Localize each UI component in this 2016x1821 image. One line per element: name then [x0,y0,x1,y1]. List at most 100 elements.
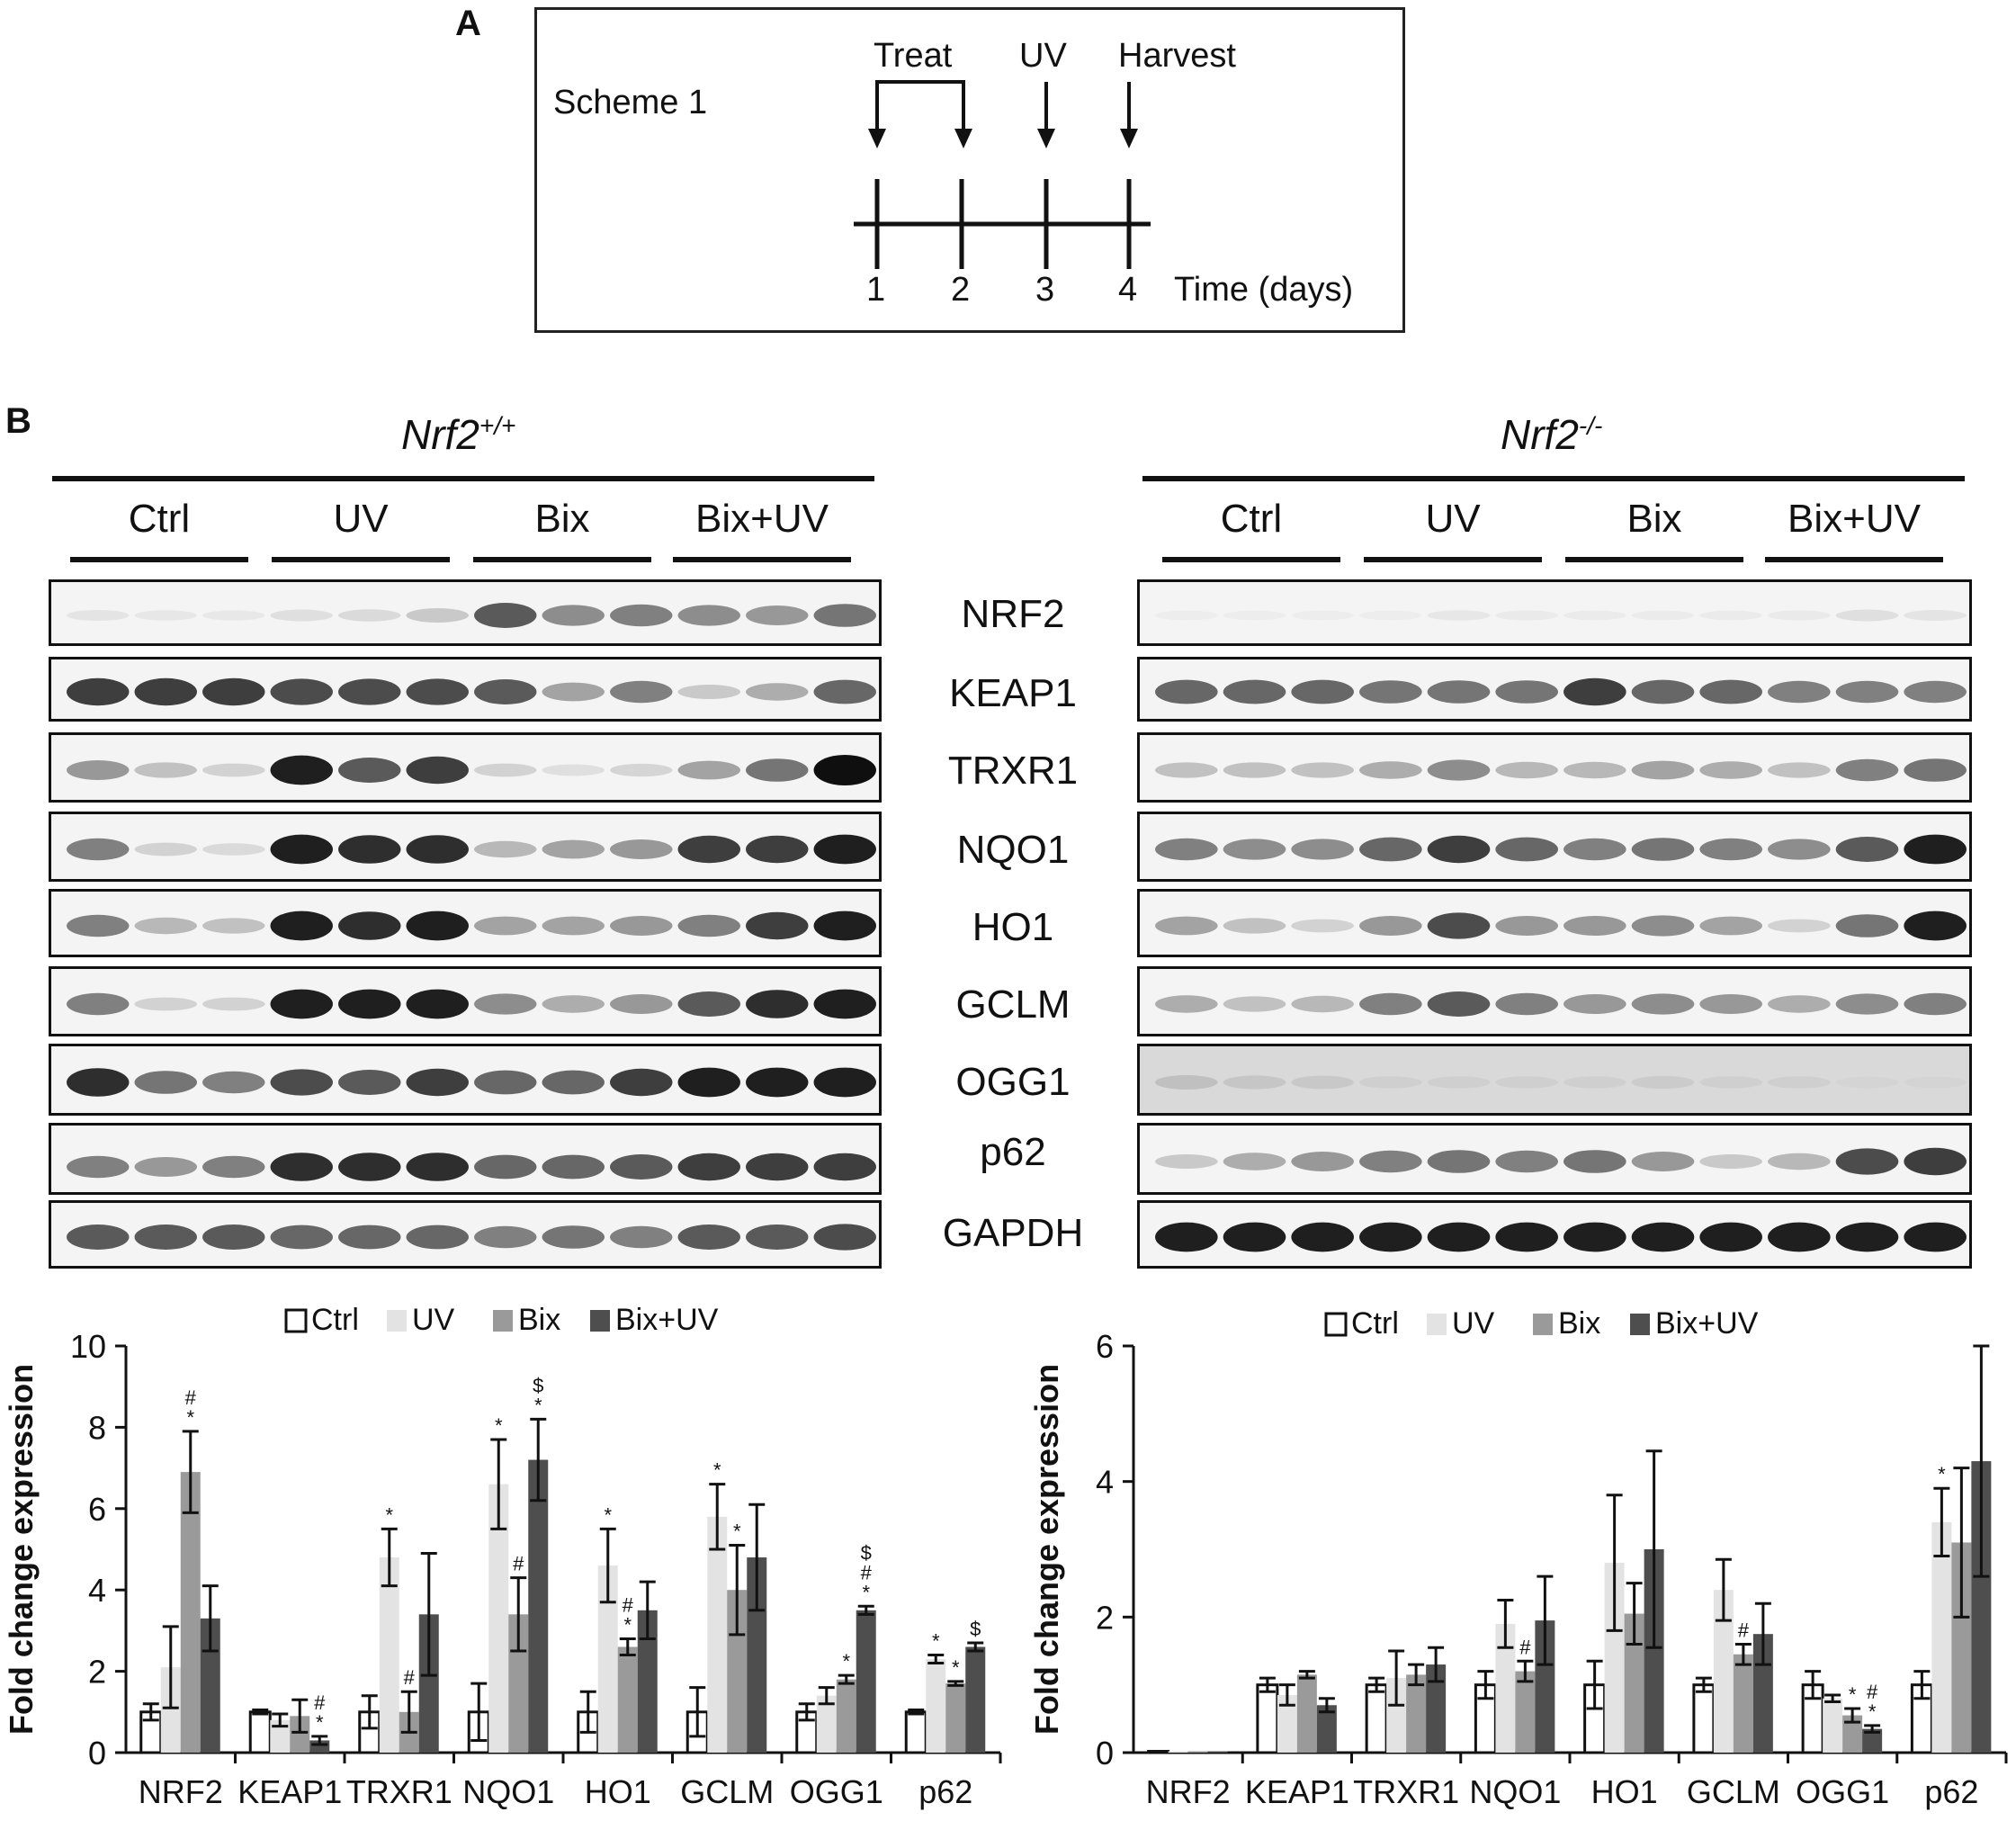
blot-band [1768,1153,1831,1171]
y-tick-label: 0 [1096,1735,1114,1772]
blot-band [746,683,809,701]
blot-band [610,763,673,777]
blot-band [677,1067,740,1098]
event-harvest: Harvest [1118,37,1236,75]
protein-label-trxr1: TRXR1 [947,749,1079,793]
significance-mark: $ [970,1618,981,1640]
blot-band [338,1224,401,1250]
blot-band [677,1153,740,1181]
bar [1207,1751,1228,1753]
blot-band [406,756,469,785]
blot-band [1223,1153,1286,1171]
legend-label: Bix [1558,1306,1600,1341]
blot-band [1427,991,1491,1017]
event-treat: Treat [874,37,953,75]
blot-band [1564,610,1626,621]
blot-band [270,910,333,941]
blot-band [67,838,130,861]
blot-band [746,1224,809,1250]
blot-band [1904,1222,1967,1252]
bar [528,1459,549,1753]
significance-mark: $ [861,1541,872,1564]
blot-band [338,1153,401,1181]
legend: Ctrl UV Bix Bix+UV [284,1303,719,1337]
legend-swatch [1427,1314,1447,1335]
blot-band [67,992,130,1016]
blot-band [134,997,197,1011]
x-tick-label: GCLM [1687,1773,1780,1810]
blot-band [1699,1076,1762,1089]
bar [1277,1694,1297,1753]
blot-band [1631,679,1695,704]
blot-band [1291,995,1354,1013]
timeline-diagram [854,80,1151,269]
y-axis-label: Fold change expression [3,1364,40,1735]
legend-label: Bix+UV [1655,1306,1759,1341]
blot-band [610,916,673,936]
blot-band [338,989,401,1019]
blot-band [134,842,197,857]
blot-band [1155,610,1218,621]
blot-band [1768,610,1831,621]
significance-mark: # [1867,1681,1878,1703]
legend-swatch [493,1310,513,1332]
bar [160,1667,181,1753]
blot-band [1631,1222,1695,1252]
bar [1733,1654,1753,1753]
legend-swatch [1324,1312,1348,1337]
bar [617,1646,638,1753]
bar [270,1719,291,1753]
day-2: 2 [951,271,971,309]
blot-band [134,917,197,935]
blot-band [202,843,265,856]
blot-band [746,1067,809,1098]
bar [1316,1705,1337,1753]
blot-band [338,609,401,622]
blot-band [1223,996,1286,1012]
blot-band [610,1225,673,1249]
blot-band [610,839,673,859]
blot-band [1155,1154,1218,1169]
significance-mark: * [733,1520,741,1542]
bar [1951,1542,1972,1753]
blot-band [542,1154,605,1180]
x-tick-label: NQO1 [462,1773,554,1810]
blot-band [1699,1222,1762,1252]
blot-band [270,678,333,705]
bar [836,1679,856,1753]
blot-band [1904,1147,1967,1176]
blot-band [406,1224,469,1250]
blot-band [1155,1222,1218,1252]
blot-band [474,916,537,936]
bar [418,1614,439,1753]
blot-band [746,990,809,1018]
blot-band [202,1071,265,1094]
bar [290,1716,310,1753]
blot-band [134,1224,197,1250]
bar [1406,1674,1427,1753]
blot-band [338,758,401,783]
blot-band [677,835,740,864]
legend-swatch [1533,1314,1553,1335]
blot-band [1155,838,1218,861]
blot-band [813,604,876,627]
blot-strip-L-trxr1 [49,732,882,803]
blot-band [1631,838,1695,861]
blot-band [338,1070,401,1095]
legend-label: Bix [518,1303,560,1337]
blot-band [1359,837,1422,862]
legend-label: Bix+UV [615,1303,719,1337]
significance-mark: # [861,1561,873,1583]
significance-mark: # [513,1553,524,1575]
blot-band [1155,679,1218,704]
blot-band [406,1153,469,1181]
blot-band [1904,758,1967,782]
bar [856,1610,876,1753]
blot-band [1564,761,1626,779]
blot-strip-R-trxr1 [1137,732,1972,803]
x-tick-label: HO1 [585,1773,651,1810]
blot-band [134,1157,197,1177]
blot-band [1699,916,1762,936]
blot-band [1904,1076,1967,1089]
significance-mark: * [534,1394,542,1416]
